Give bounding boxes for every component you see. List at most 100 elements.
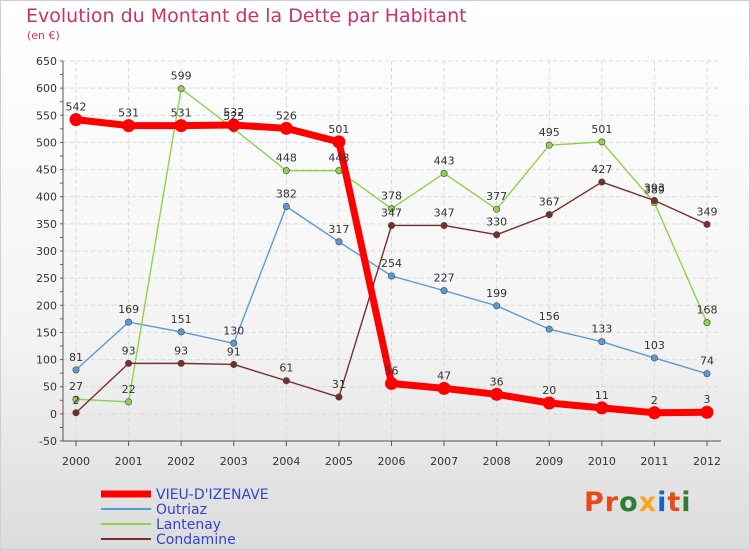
x-tick-label: 2010 <box>588 455 616 468</box>
data-label: 27 <box>69 380 83 393</box>
data-label: 367 <box>539 196 560 209</box>
data-label: 317 <box>328 223 349 236</box>
data-point <box>598 338 606 346</box>
data-point <box>700 405 714 419</box>
chart-subtitle: (en €) <box>27 29 60 42</box>
data-label: 20 <box>542 384 556 397</box>
data-label: 443 <box>434 154 455 167</box>
data-label: 151 <box>171 313 192 326</box>
data-point <box>545 141 553 149</box>
data-point <box>703 220 711 228</box>
x-tick-label: 2006 <box>378 455 406 468</box>
x-tick-label: 2002 <box>167 455 195 468</box>
data-point <box>387 205 395 213</box>
data-label: 169 <box>118 303 139 316</box>
data-label: 599 <box>171 70 192 83</box>
data-point <box>72 366 80 374</box>
data-label: 448 <box>276 152 297 165</box>
x-tick-label: 2005 <box>325 455 353 468</box>
data-point <box>177 85 185 93</box>
data-label: 2 <box>651 394 658 407</box>
data-point <box>440 221 448 229</box>
y-tick-label: 200 <box>36 299 57 312</box>
y-tick-label: 600 <box>36 82 57 95</box>
data-label: 47 <box>437 369 451 382</box>
data-point <box>227 118 241 132</box>
data-label: 31 <box>332 378 346 391</box>
legend-label-1: Outriaz <box>156 502 207 518</box>
data-point <box>332 135 346 149</box>
axes: -50 0 50 100 150 200 250 300 350 400 450 500 550 600 6… <box>36 55 721 468</box>
data-point <box>385 376 398 390</box>
data-point <box>282 377 290 385</box>
data-label: 532 <box>223 106 244 119</box>
data-label: 227 <box>434 272 455 285</box>
y-tick-label: 50 <box>43 381 57 394</box>
data-label: 378 <box>381 190 402 203</box>
data-label: 168 <box>697 304 718 317</box>
data-label: 11 <box>595 389 609 402</box>
data-label: 93 <box>174 344 188 357</box>
y-tick-label: 350 <box>36 218 57 231</box>
data-label: 156 <box>539 310 560 323</box>
data-label: 427 <box>591 163 612 176</box>
data-label: 531 <box>171 107 192 120</box>
data-point <box>335 238 343 246</box>
y-tick-label: 0 <box>50 408 57 421</box>
data-label: 525 <box>223 110 244 123</box>
data-point <box>230 339 238 347</box>
logo-letter: x <box>638 487 658 518</box>
data-label: 61 <box>279 362 293 375</box>
data-point <box>177 328 185 336</box>
data-point <box>125 359 133 367</box>
logo-letter: o <box>619 487 639 518</box>
y-tick-label: 150 <box>36 326 57 339</box>
data-point <box>72 409 80 417</box>
logo-letter: r <box>604 487 620 518</box>
data-point <box>647 406 661 420</box>
data-point <box>437 381 451 395</box>
data-label: 3 <box>704 393 711 406</box>
y-tick-label: 550 <box>36 109 57 122</box>
data-point <box>650 197 658 205</box>
data-label: 93 <box>122 344 136 357</box>
data-label: 130 <box>223 324 244 337</box>
x-tick-label: 2003 <box>220 455 248 468</box>
data-point <box>72 395 80 403</box>
x-tick-label: 2012 <box>693 455 721 468</box>
data-point <box>595 401 609 415</box>
data-label: 448 <box>328 152 349 165</box>
data-point <box>490 387 504 401</box>
y-tick-label: -50 <box>39 435 57 448</box>
series-layer <box>69 85 714 420</box>
data-point <box>125 398 133 406</box>
data-labels: 542 531 531 532 526 501 56 47 36 20 11 2 3 81 169 151 13… <box>66 70 718 407</box>
data-label: 542 <box>66 101 87 114</box>
logo-letter: t <box>667 487 682 518</box>
data-label: 56 <box>385 364 399 377</box>
legend-label-0: VIEU-D'IZENAVE <box>156 487 269 503</box>
data-point <box>230 360 238 368</box>
data-point <box>493 205 501 213</box>
data-point <box>69 113 83 127</box>
data-label: 254 <box>381 257 402 270</box>
y-tick-label: 500 <box>36 136 57 149</box>
x-tick-label: 2001 <box>115 455 143 468</box>
data-label: 199 <box>486 287 507 300</box>
legend-label-2: Lantenay <box>156 517 221 533</box>
data-point <box>440 169 448 177</box>
x-tick-label: 2008 <box>483 455 511 468</box>
data-label: 501 <box>328 123 349 136</box>
data-point <box>282 202 290 210</box>
data-label: 393 <box>644 182 665 195</box>
proxiti-logo: Proxiti <box>584 487 692 518</box>
data-point <box>598 138 606 146</box>
data-point <box>125 318 133 326</box>
x-tick-label: 2011 <box>640 455 668 468</box>
logo-letter: P <box>584 487 605 518</box>
x-tick-label: 2004 <box>272 455 300 468</box>
logo-letter: i <box>681 487 692 518</box>
data-point <box>493 231 501 239</box>
